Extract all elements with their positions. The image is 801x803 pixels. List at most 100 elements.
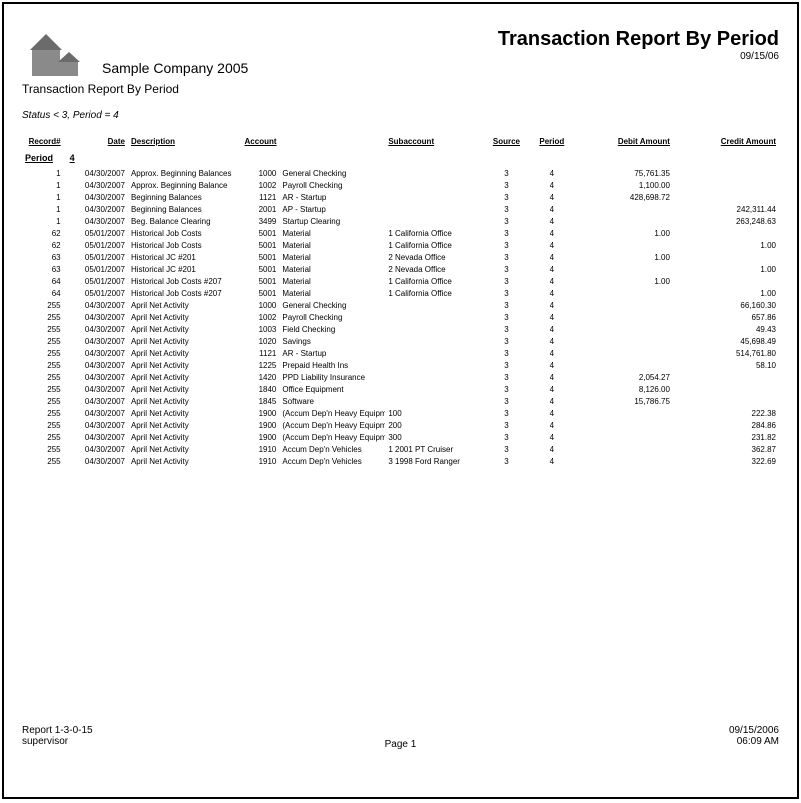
cell-source: 3 (484, 228, 529, 240)
cell-record: 255 (22, 420, 64, 432)
cell-account-num: 5001 (242, 264, 280, 276)
cell-account-name: Savings (279, 336, 385, 348)
cell-period: 4 (529, 360, 574, 372)
table-row: 25504/30/2007April Net Activity1910Accum… (22, 456, 779, 468)
cell-account-name: Prepaid Health Ins (279, 360, 385, 372)
cell-date: 04/30/2007 (64, 372, 128, 384)
cell-description: Historical Job Costs #207 (128, 276, 242, 288)
table-row: 6405/01/2007Historical Job Costs #207500… (22, 288, 779, 300)
cell-debit (575, 300, 673, 312)
col-date: Date (64, 135, 128, 148)
footer-right: 09/15/2006 06:09 AM (729, 725, 779, 747)
cell-account-name: Field Checking (279, 324, 385, 336)
cell-account-name: Payroll Checking (279, 180, 385, 192)
cell-description: April Net Activity (128, 384, 242, 396)
cell-subaccount: 1 California Office (385, 276, 483, 288)
table-row: 25504/30/2007April Net Activity1840Offic… (22, 384, 779, 396)
cell-account-num: 1900 (242, 432, 280, 444)
cell-description: April Net Activity (128, 396, 242, 408)
cell-debit (575, 204, 673, 216)
table-header-row: Record# Date Description Account Subacco… (22, 135, 779, 148)
cell-account-num: 5001 (242, 288, 280, 300)
cell-description: April Net Activity (128, 444, 242, 456)
table-row: 104/30/2007Approx. Beginning Balances100… (22, 168, 779, 180)
cell-period: 4 (529, 372, 574, 384)
cell-source: 3 (484, 240, 529, 252)
cell-debit (575, 348, 673, 360)
cell-account-name: Material (279, 252, 385, 264)
cell-subaccount (385, 180, 483, 192)
cell-account-name: AR - Startup (279, 348, 385, 360)
cell-credit (673, 396, 779, 408)
col-description: Description (128, 135, 242, 148)
cell-account-num: 1910 (242, 444, 280, 456)
table-row: 25504/30/2007April Net Activity1900(Accu… (22, 420, 779, 432)
col-source: Source (484, 135, 529, 148)
cell-debit (575, 240, 673, 252)
cell-date: 04/30/2007 (64, 192, 128, 204)
cell-period: 4 (529, 264, 574, 276)
table-row: 25504/30/2007April Net Activity1845Softw… (22, 396, 779, 408)
cell-debit: 8,126.00 (575, 384, 673, 396)
cell-credit: 58.10 (673, 360, 779, 372)
footer-time: 06:09 AM (729, 736, 779, 747)
header-left: Sample Company 2005 Transaction Report B… (22, 28, 248, 96)
header: Sample Company 2005 Transaction Report B… (22, 28, 779, 96)
cell-description: Historical Job Costs #207 (128, 288, 242, 300)
cell-date: 04/30/2007 (64, 300, 128, 312)
cell-description: April Net Activity (128, 336, 242, 348)
footer-report-id: Report 1-3-0-15 (22, 725, 93, 736)
cell-record: 64 (22, 288, 64, 300)
report-page: Sample Company 2005 Transaction Report B… (2, 2, 799, 799)
cell-source: 3 (484, 360, 529, 372)
cell-period: 4 (529, 240, 574, 252)
cell-subaccount: 1 California Office (385, 240, 483, 252)
cell-period: 4 (529, 252, 574, 264)
cell-credit (673, 372, 779, 384)
cell-record: 255 (22, 324, 64, 336)
cell-credit (673, 192, 779, 204)
cell-record: 1 (22, 180, 64, 192)
table-row: 104/30/2007Beg. Balance Clearing3499Star… (22, 216, 779, 228)
cell-description: April Net Activity (128, 432, 242, 444)
cell-subaccount: 1 2001 PT Cruiser (385, 444, 483, 456)
cell-record: 63 (22, 264, 64, 276)
cell-subaccount (385, 300, 483, 312)
cell-record: 1 (22, 204, 64, 216)
cell-source: 3 (484, 324, 529, 336)
table-row: 25504/30/2007April Net Activity1225Prepa… (22, 360, 779, 372)
cell-record: 255 (22, 336, 64, 348)
cell-account-name: Material (279, 288, 385, 300)
cell-subaccount: 100 (385, 408, 483, 420)
cell-period: 4 (529, 336, 574, 348)
table-row: 25504/30/2007April Net Activity1900(Accu… (22, 408, 779, 420)
cell-account-num: 1000 (242, 168, 280, 180)
cell-date: 04/30/2007 (64, 396, 128, 408)
cell-credit: 362.87 (673, 444, 779, 456)
cell-record: 255 (22, 456, 64, 468)
cell-subaccount: 3 1998 Ford Ranger (385, 456, 483, 468)
table-row: 6205/01/2007Historical Job Costs5001Mate… (22, 240, 779, 252)
cell-source: 3 (484, 384, 529, 396)
table-row: 25504/30/2007April Net Activity1003Field… (22, 324, 779, 336)
cell-record: 1 (22, 192, 64, 204)
cell-source: 3 (484, 276, 529, 288)
cell-description: Historical Job Costs (128, 240, 242, 252)
cell-subaccount (385, 204, 483, 216)
cell-credit: 322.69 (673, 456, 779, 468)
cell-subaccount: 1 California Office (385, 228, 483, 240)
cell-account-name: (Accum Dep'n Heavy Equipm (279, 408, 385, 420)
cell-description: April Net Activity (128, 408, 242, 420)
cell-date: 04/30/2007 (64, 384, 128, 396)
cell-period: 4 (529, 348, 574, 360)
table-row: 25504/30/2007April Net Activity1121AR - … (22, 348, 779, 360)
report-subtitle: Transaction Report By Period (22, 82, 248, 96)
cell-description: April Net Activity (128, 348, 242, 360)
cell-record: 255 (22, 396, 64, 408)
cell-description: Approx. Beginning Balances (128, 168, 242, 180)
cell-period: 4 (529, 396, 574, 408)
cell-account-num: 1225 (242, 360, 280, 372)
cell-subaccount (385, 396, 483, 408)
cell-record: 255 (22, 300, 64, 312)
cell-source: 3 (484, 372, 529, 384)
